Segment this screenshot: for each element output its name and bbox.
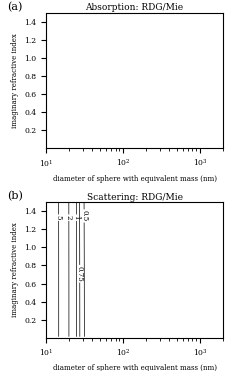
Text: 1: 1 bbox=[72, 216, 80, 220]
Text: 2: 2 bbox=[65, 216, 73, 220]
Y-axis label: imaginary refractive index: imaginary refractive index bbox=[11, 33, 19, 128]
Text: 0.5: 0.5 bbox=[80, 210, 88, 221]
Text: 5: 5 bbox=[55, 216, 62, 220]
Text: (b): (b) bbox=[7, 191, 23, 202]
Text: 0.75: 0.75 bbox=[75, 266, 83, 282]
X-axis label: diameter of sphere with equivalent mass (nm): diameter of sphere with equivalent mass … bbox=[52, 175, 216, 183]
Title: Scattering: RDG/Mie: Scattering: RDG/Mie bbox=[86, 193, 182, 201]
X-axis label: diameter of sphere with equivalent mass (nm): diameter of sphere with equivalent mass … bbox=[52, 364, 216, 371]
Title: Absorption: RDG/Mie: Absorption: RDG/Mie bbox=[85, 3, 183, 12]
Y-axis label: imaginary refractive index: imaginary refractive index bbox=[11, 223, 19, 318]
Text: (a): (a) bbox=[7, 2, 22, 12]
